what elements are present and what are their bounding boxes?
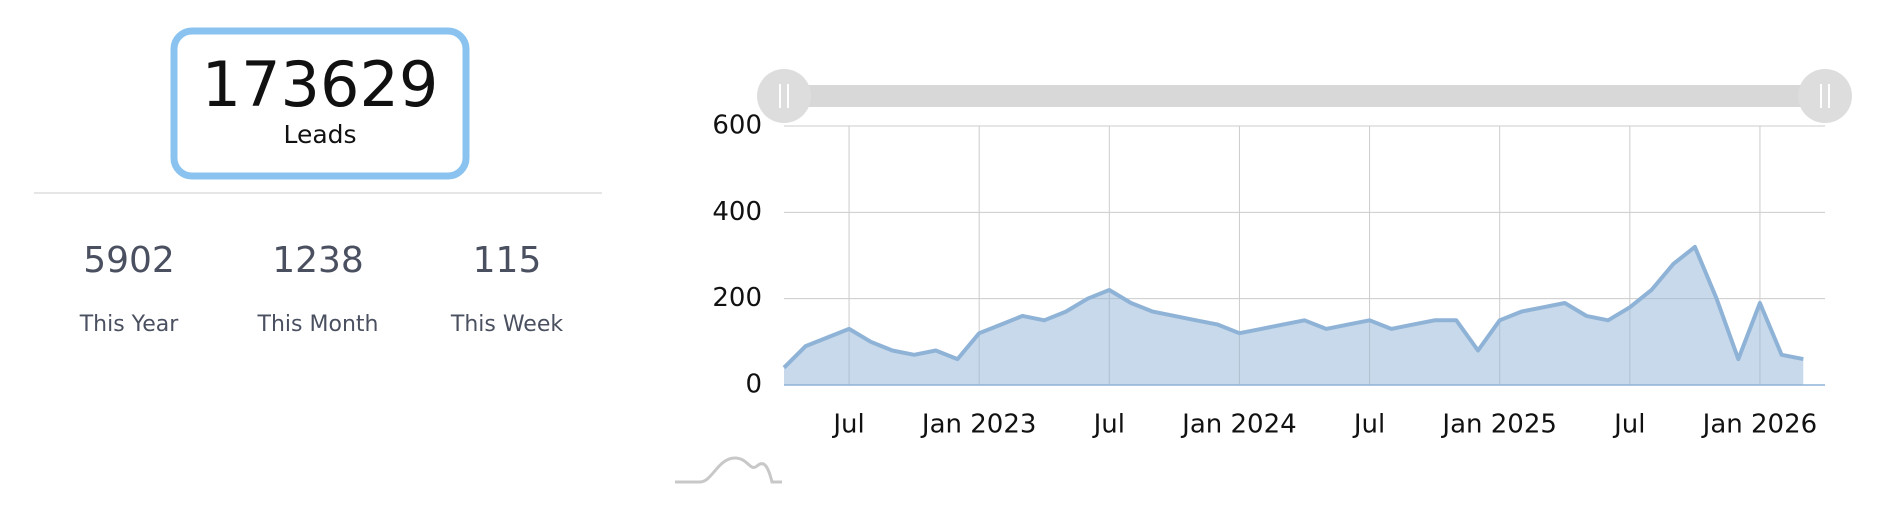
x-tick-label: Jul [1092,410,1125,440]
range-navigator[interactable] [784,85,1825,107]
y-tick-label: 600 [712,111,762,141]
total-card [170,27,470,180]
x-tick-label: Jan 2023 [920,410,1037,440]
stat-label: This Year [79,312,179,337]
stat-label: This Week [450,312,563,337]
stat-value: 1238 [272,240,364,281]
x-tick-label: Jul [1352,410,1385,440]
total-label: Leads [283,120,356,149]
x-tick-label: Jan 2024 [1180,410,1297,440]
x-tick-label: Jul [1612,410,1645,440]
range-handle[interactable] [757,69,811,123]
stat-value: 5902 [83,240,175,281]
y-tick-label: 200 [712,283,762,313]
x-tick-label: Jul [831,410,864,440]
range-handle[interactable] [1798,69,1852,123]
y-tick-label: 0 [745,370,762,400]
total-value: 173629 [202,48,439,121]
y-tick-label: 400 [712,197,762,227]
area-fill [784,246,1804,385]
stat-value: 115 [473,240,542,281]
area-line [782,244,1804,370]
x-tick-label: Jan 2025 [1440,410,1557,440]
chart-type-icon[interactable] [675,456,782,484]
x-tick-label: Jan 2026 [1701,410,1818,440]
chart: 0 200 400 600 Jul Jan 2023 Jul Jan 2024 Jul Jan 2… [712,111,1825,440]
stat-label: This Month [257,312,379,337]
